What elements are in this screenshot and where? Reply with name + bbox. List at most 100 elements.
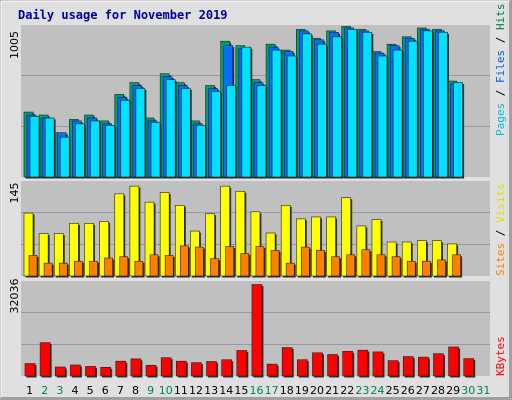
x-tick-label: 26 [401,384,415,397]
bar-visits-27 [417,240,427,277]
bar-pages-22 [347,29,358,178]
x-tick-label: 8 [132,384,139,397]
x-tick-label: 7 [117,384,124,397]
legend-kbytes: KBytes [494,336,507,376]
bar-sites-2 [43,262,53,277]
bar-visits-28 [432,240,442,277]
bar-pages-8 [135,88,146,178]
bar-kbytes-9 [145,364,157,377]
bar-visits-6 [99,221,109,277]
bar-sites-19 [301,246,310,277]
x-tick-label: 29 [446,384,460,397]
hits-axis-max-label: 1005 [8,31,21,59]
bar-visits-16 [250,211,261,277]
bar-kbytes-17 [266,363,278,377]
bar-sites-22 [346,254,356,277]
x-tick-label: 27 [416,384,430,397]
bar-sites-8 [134,260,144,277]
bar-sites-6 [104,257,113,277]
bar-pages-1 [29,116,40,178]
bar-visits-10 [159,192,170,277]
x-tick-label: 28 [431,384,445,397]
bar-sites-24 [376,254,386,277]
bar-pages-4 [75,123,85,178]
bar-visits-14 [220,185,230,277]
x-tick-label: 21 [325,384,339,397]
bar-sites-29 [452,254,461,277]
bar-sites-9 [149,254,159,277]
bar-kbytes-7 [115,360,127,377]
x-tick-label: 22 [340,384,354,397]
bar-visits-8 [129,185,140,277]
bar-visits-9 [144,201,155,277]
x-tick-label: 14 [219,384,233,397]
bar-visits-3 [53,233,64,277]
legend-hits: Hits [494,4,507,31]
x-tick-label: 24 [371,384,385,397]
bar-pages-13 [211,91,221,178]
bar-kbytes-6 [100,366,111,377]
x-tick-label: 25 [386,384,400,397]
bar-pages-10 [165,79,176,178]
bar-kbytes-18 [281,347,293,377]
bar-kbytes-13 [206,361,217,377]
bar-pages-2 [44,117,55,178]
bar-pages-9 [150,122,161,178]
bar-pages-24 [377,55,388,178]
bar-sites-16 [255,246,265,277]
bar-sites-26 [406,260,416,277]
x-tick-label: 12 [189,384,203,397]
bar-pages-29 [453,82,463,178]
bar-pages-28 [438,32,448,178]
x-tick-label: 1 [26,384,33,397]
bar-kbytes-10 [160,357,172,377]
bar-kbytes-24 [372,351,384,377]
bar-pages-27 [423,30,433,178]
bar-pages-21 [332,36,342,178]
bar-pages-23 [362,32,373,178]
svg-text:Pages / Files: Pages / Files / Hits [494,4,507,137]
legend-sites: Sites [494,243,507,276]
bar-kbytes-22 [342,351,354,377]
bar-pages-17 [271,49,282,178]
bar-sites-3 [58,262,68,277]
bar-kbytes-8 [130,358,142,377]
bar-pages-11 [180,88,191,178]
bar-kbytes-5 [85,366,96,377]
bar-visits-11 [174,205,185,277]
x-tick-label: 31 [476,384,490,397]
bar-sites-21 [331,256,340,277]
bar-pages-15 [241,46,252,178]
bar-sites-18 [285,262,295,277]
bar-kbytes-29 [448,346,459,377]
bar-pages-3 [59,136,70,178]
bar-visits-2 [38,233,49,277]
x-tick-label: 13 [204,384,218,397]
bar-sites-15 [240,253,250,277]
bar-kbytes-1 [24,363,36,377]
bar-sites-25 [391,256,401,277]
bar-visits-5 [84,223,94,277]
bar-pages-16 [256,85,267,178]
x-tick-label: 3 [56,384,63,397]
svg-text:Sites / Visits: Sites / Visits [494,183,507,276]
x-tick-label: 5 [87,384,94,397]
bar-kbytes-12 [191,362,202,377]
bar-pages-7 [120,99,131,178]
bar-visits-22 [341,197,352,277]
bar-pages-6 [105,125,115,178]
bar-sites-10 [164,255,174,277]
bar-sites-7 [119,256,129,277]
bar-pages-19 [302,33,312,178]
bar-kbytes-11 [175,360,187,377]
bar-kbytes-30 [463,358,475,377]
bar-kbytes-3 [54,366,66,377]
bar-visits-18 [280,205,291,277]
bar-pages-18 [286,55,297,178]
x-tick-label: 23 [355,384,369,397]
bar-sites-27 [422,260,431,277]
bar-kbytes-23 [357,349,369,377]
bar-visits-13 [205,213,215,277]
bar-kbytes-14 [221,359,232,377]
